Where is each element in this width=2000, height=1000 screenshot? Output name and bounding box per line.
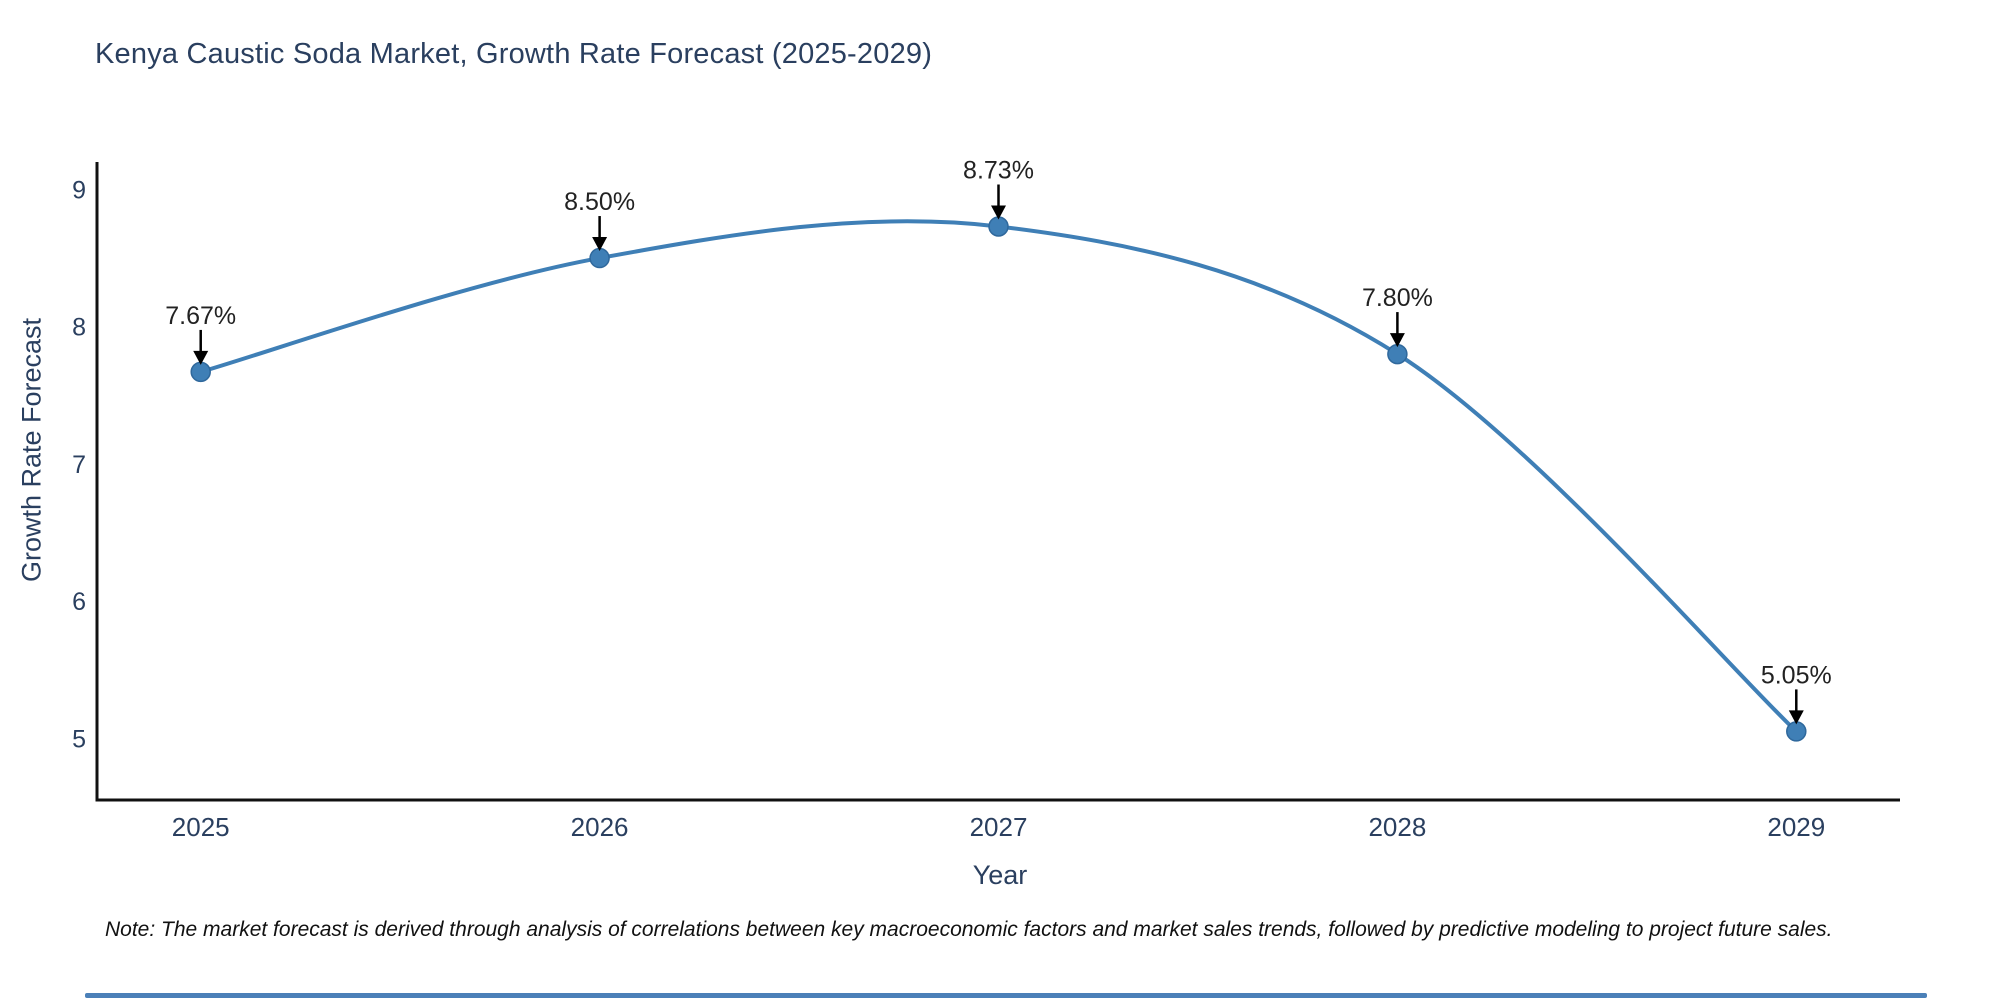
data-point-label: 8.73% bbox=[963, 156, 1034, 184]
data-point-marker bbox=[190, 361, 211, 383]
y-tick-label: 6 bbox=[72, 588, 86, 616]
y-axis-title: Growth Rate Forecast bbox=[16, 317, 47, 583]
data-point-label: 5.05% bbox=[1761, 661, 1832, 689]
footer-rule bbox=[85, 993, 1927, 998]
data-point-label: 7.67% bbox=[165, 302, 236, 330]
annotation-arrow-head-icon bbox=[193, 350, 209, 365]
chart-title: Kenya Caustic Soda Market, Growth Rate F… bbox=[95, 38, 933, 70]
annotation-arrow-head-icon bbox=[1788, 710, 1804, 725]
x-tick-label: 2028 bbox=[1368, 812, 1426, 842]
axis-spines bbox=[95, 162, 1900, 802]
x-tick-label: 2029 bbox=[1767, 812, 1825, 842]
x-tick-label: 2025 bbox=[172, 812, 230, 842]
annotation-arrow-head-icon bbox=[1389, 333, 1405, 348]
y-tick-label: 9 bbox=[72, 176, 86, 204]
annotation-arrow-head-icon bbox=[592, 237, 608, 252]
data-point-marker bbox=[1387, 343, 1408, 365]
data-point-marker bbox=[1786, 721, 1807, 742]
x-tick-label: 2027 bbox=[970, 812, 1028, 842]
footnote: Note: The market forecast is derived thr… bbox=[105, 918, 1833, 941]
y-tick-label: 7 bbox=[72, 451, 86, 479]
forecast-line bbox=[198, 219, 1799, 734]
data-point-label: 7.80% bbox=[1362, 284, 1433, 312]
data-point-marker bbox=[589, 247, 610, 269]
x-tick-label: 2026 bbox=[571, 812, 629, 842]
y-tick-label: 5 bbox=[72, 725, 86, 753]
x-axis-title: Year bbox=[972, 860, 1028, 890]
data-point-marker bbox=[988, 216, 1009, 237]
annotation-arrow-head-icon bbox=[991, 205, 1006, 220]
y-tick-label: 8 bbox=[72, 314, 86, 342]
data-point-label: 8.50% bbox=[564, 188, 635, 216]
